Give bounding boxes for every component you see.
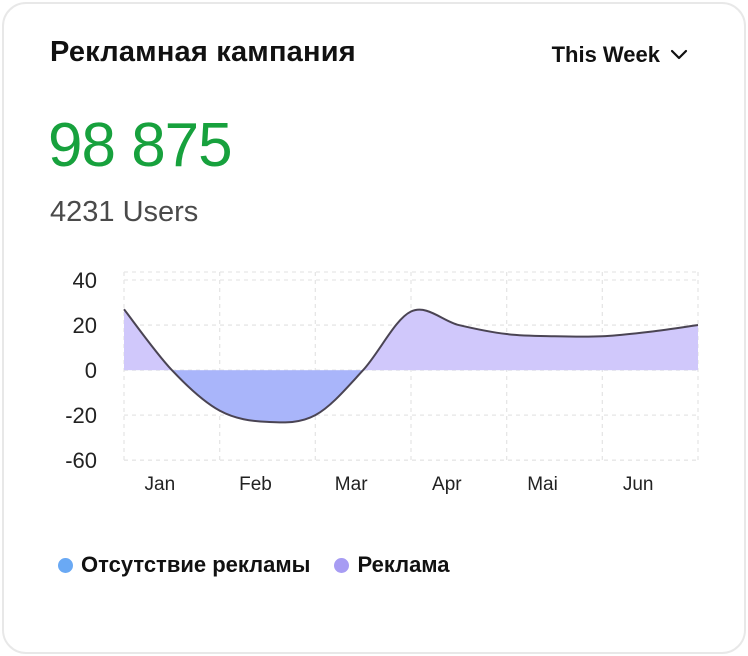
legend-label-no-ads: Отсутствие рекламы bbox=[81, 552, 311, 577]
y-tick-label: -20 bbox=[65, 403, 97, 428]
series-line bbox=[123, 308, 699, 424]
x-tick-label: Feb bbox=[239, 474, 272, 495]
y-tick-label: -60 bbox=[65, 448, 97, 473]
legend-dot-no-ads bbox=[58, 557, 73, 573]
x-tick-label: Mai bbox=[527, 474, 558, 495]
period-dropdown[interactable]: This Week bbox=[552, 42, 688, 68]
card-title: Рекламная кампания bbox=[50, 36, 356, 68]
x-tick-label: Jan bbox=[145, 474, 176, 495]
area-negative bbox=[124, 370, 698, 423]
legend-label-ads: Реклама bbox=[357, 552, 450, 577]
legend-item-no-ads[interactable]: Отсутствие рекламы bbox=[58, 552, 310, 578]
total-value: 98 875 bbox=[48, 111, 233, 180]
x-tick-label: Apr bbox=[432, 474, 462, 495]
legend-item-ads[interactable]: Реклама bbox=[334, 552, 450, 578]
chevron-down-icon bbox=[670, 49, 688, 60]
chart-legend: Отсутствие рекламы Реклама bbox=[58, 552, 450, 578]
legend-dot-ads bbox=[334, 557, 350, 573]
x-tick-label: Jun bbox=[623, 474, 654, 495]
y-tick-label: 0 bbox=[85, 358, 97, 383]
area-positive bbox=[124, 309, 698, 371]
period-label: This Week bbox=[551, 42, 660, 67]
y-tick-label: 40 bbox=[73, 268, 97, 293]
y-tick-label: 20 bbox=[73, 313, 97, 338]
users-count: 4231 Users bbox=[50, 196, 199, 228]
x-tick-label: Mar bbox=[335, 474, 368, 495]
